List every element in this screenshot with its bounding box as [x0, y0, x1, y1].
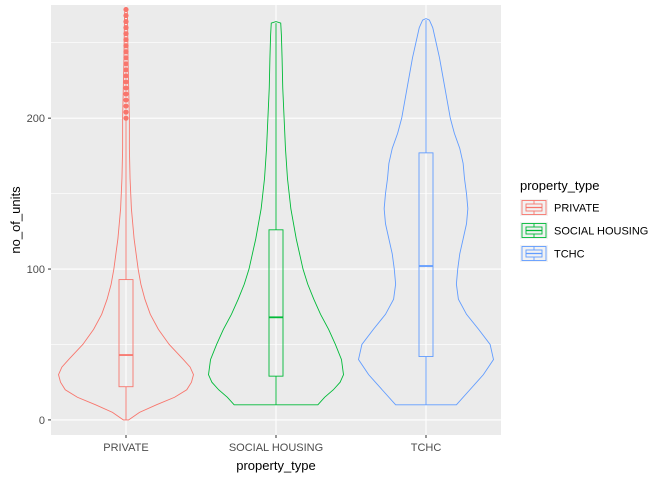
y-axis: 0 100 200 [27, 113, 51, 427]
x-tick-label: PRIVATE [103, 442, 148, 454]
outlier-point [123, 12, 129, 19]
violin-outline [358, 18, 494, 406]
outlier-point [123, 67, 129, 73]
y-tick-label: 200 [27, 113, 45, 125]
outlier-point [123, 73, 129, 79]
y-tick-label: 100 [27, 264, 45, 276]
outlier-point [123, 79, 129, 85]
legend-title: property_type [520, 178, 600, 193]
outlier-point [123, 61, 129, 67]
legend-key-private [520, 199, 548, 216]
violins-layer [58, 6, 494, 421]
series-tchc [358, 18, 494, 406]
outlier-point [123, 25, 129, 31]
outlier-point [123, 109, 129, 115]
x-tick-label: TCHC [411, 442, 442, 454]
outlier-point [123, 85, 129, 91]
legend-key-social-housing [520, 222, 548, 239]
outlier-point [123, 55, 129, 61]
outlier-point [123, 6, 129, 13]
outlier-point [123, 37, 129, 43]
box-iqr [418, 152, 434, 357]
y-axis-title: no_of_units [8, 186, 23, 254]
series-social-housing [208, 21, 344, 406]
outlier-point [123, 103, 129, 109]
x-tick-label: SOCIAL HOUSING [229, 442, 323, 454]
series-private [58, 6, 194, 421]
outlier-point [123, 18, 129, 25]
outlier-point [123, 43, 129, 49]
legend-label: SOCIAL HOUSING [554, 226, 648, 238]
outlier-point [123, 115, 129, 121]
outlier-point [123, 31, 129, 37]
violin-outline [208, 21, 344, 406]
outlier-point [123, 91, 129, 97]
outlier-point [123, 49, 129, 55]
x-axis: PRIVATE SOCIAL HOUSING TCHC [103, 435, 441, 454]
box-iqr [118, 279, 134, 388]
legend-label: PRIVATE [554, 203, 599, 215]
outlier-point [123, 97, 129, 103]
legend-label: TCHC [554, 249, 585, 261]
y-tick-label: 0 [39, 415, 45, 427]
x-axis-title: property_type [236, 458, 316, 473]
box-iqr [268, 229, 284, 377]
legend: property_type PRIVATE SOCIAL HOUSING TCHC [520, 178, 648, 262]
legend-key-tchc [520, 245, 548, 262]
